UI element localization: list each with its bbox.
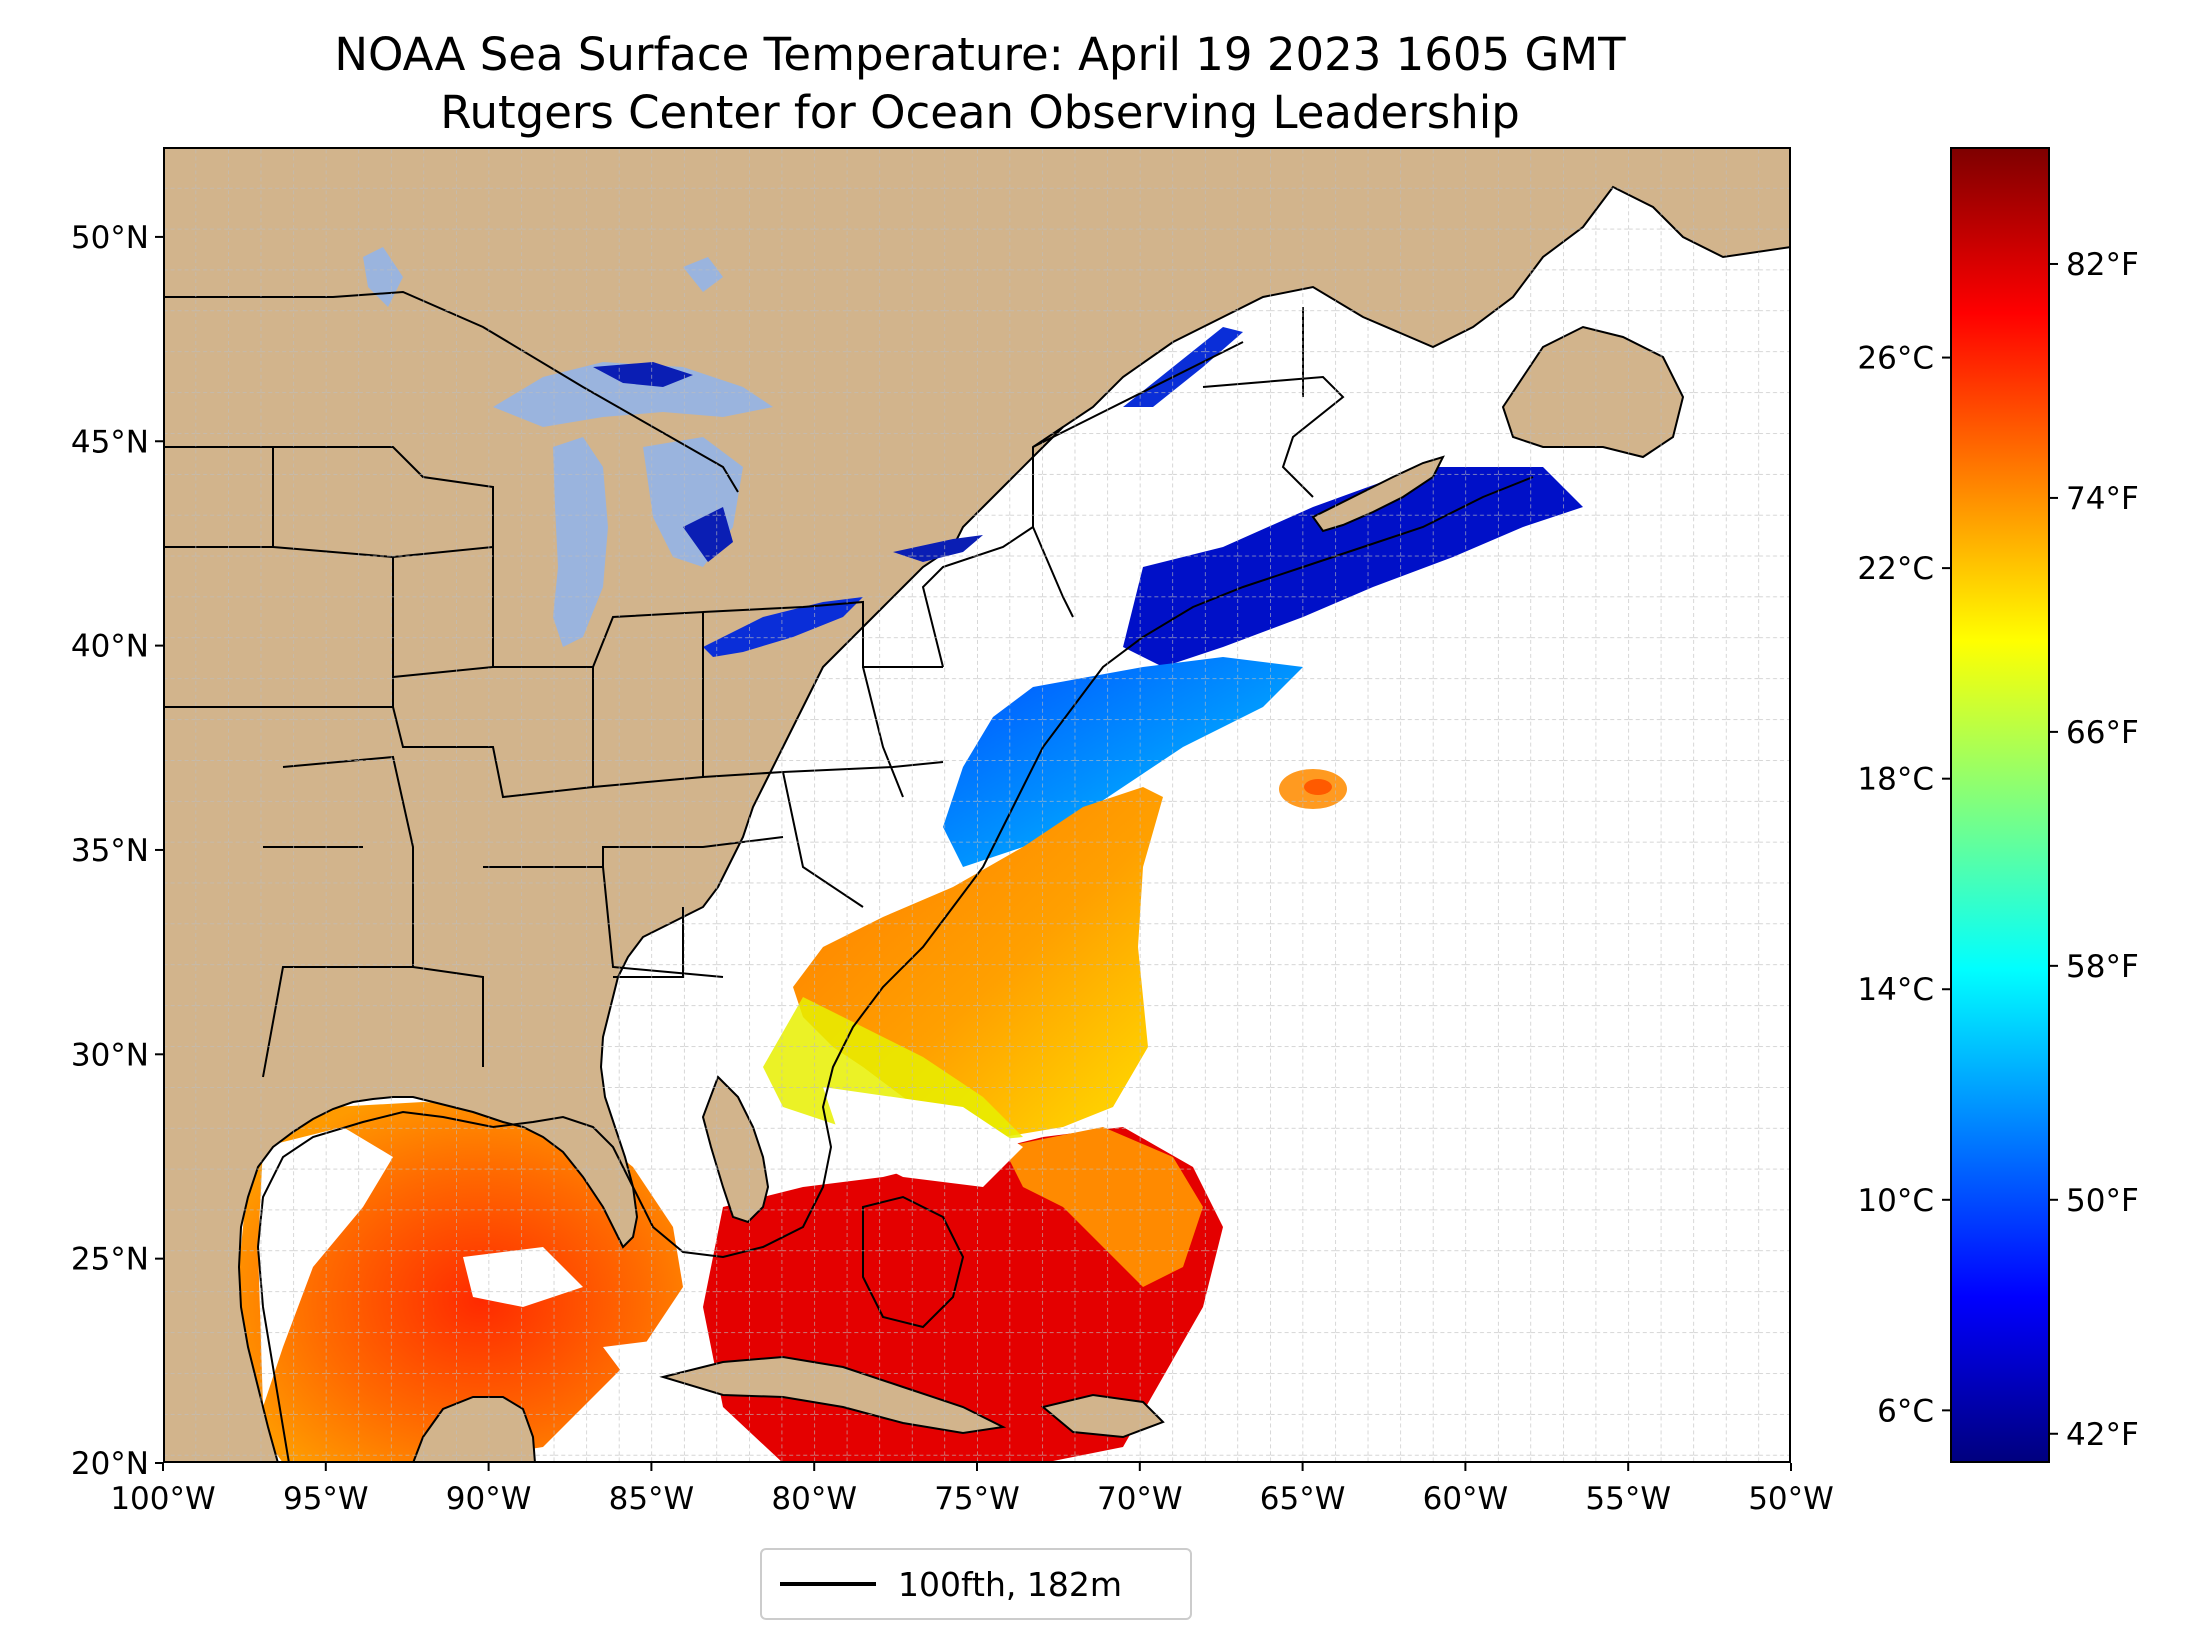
lat-tick-label: 20°N bbox=[71, 1446, 149, 1482]
colorbar-celsius-label: 14°C bbox=[1857, 972, 1934, 1008]
lat-tick-label: 45°N bbox=[71, 424, 149, 460]
map-title: NOAA Sea Surface Temperature: April 19 2… bbox=[160, 26, 1800, 142]
colorbar-celsius-label: 6°C bbox=[1877, 1393, 1934, 1429]
colorbar-celsius-label: 22°C bbox=[1857, 551, 1934, 587]
legend-label: 100fth, 182m bbox=[898, 1564, 1122, 1604]
lat-tick-label: 50°N bbox=[71, 220, 149, 256]
colorbar-fahrenheit-label: 66°F bbox=[2066, 715, 2139, 751]
legend-line-swatch bbox=[780, 1582, 876, 1586]
colorbar-celsius-label: 18°C bbox=[1857, 762, 1934, 798]
sst-map[interactable] bbox=[163, 147, 1791, 1463]
colorbar bbox=[1950, 147, 2050, 1463]
colorbar-celsius-label: 10°C bbox=[1857, 1183, 1934, 1219]
lon-tick-label: 50°W bbox=[1748, 1481, 1834, 1517]
map-canvas bbox=[163, 147, 1791, 1463]
colorbar-celsius-label: 26°C bbox=[1857, 341, 1934, 377]
lon-tick-label: 95°W bbox=[283, 1481, 369, 1517]
colorbar-fahrenheit-label: 42°F bbox=[2066, 1417, 2139, 1453]
gridlines bbox=[163, 147, 1791, 1463]
colorbar-gradient bbox=[1950, 147, 2050, 1463]
lon-tick-label: 55°W bbox=[1585, 1481, 1671, 1517]
map-title-line2: Rutgers Center for Ocean Observing Leade… bbox=[440, 86, 1520, 139]
colorbar-fahrenheit-label: 74°F bbox=[2066, 481, 2139, 517]
lon-tick-label: 65°W bbox=[1260, 1481, 1346, 1517]
lat-tick-label: 40°N bbox=[71, 629, 149, 665]
lon-tick-label: 60°W bbox=[1423, 1481, 1509, 1517]
lon-tick-label: 70°W bbox=[1097, 1481, 1183, 1517]
lon-tick-label: 75°W bbox=[934, 1481, 1020, 1517]
colorbar-fahrenheit-label: 82°F bbox=[2066, 247, 2139, 283]
lat-tick-label: 35°N bbox=[71, 833, 149, 869]
legend: 100fth, 182m bbox=[760, 1548, 1192, 1620]
colorbar-fahrenheit-label: 50°F bbox=[2066, 1183, 2139, 1219]
lon-tick-label: 90°W bbox=[446, 1481, 532, 1517]
lon-tick-label: 100°W bbox=[110, 1481, 215, 1517]
lon-tick-label: 85°W bbox=[609, 1481, 695, 1517]
map-title-line1: NOAA Sea Surface Temperature: April 19 2… bbox=[334, 28, 1626, 81]
lon-tick-label: 80°W bbox=[771, 1481, 857, 1517]
lat-tick-label: 25°N bbox=[71, 1242, 149, 1278]
colorbar-fahrenheit-label: 58°F bbox=[2066, 949, 2139, 985]
lat-tick-label: 30°N bbox=[71, 1037, 149, 1073]
